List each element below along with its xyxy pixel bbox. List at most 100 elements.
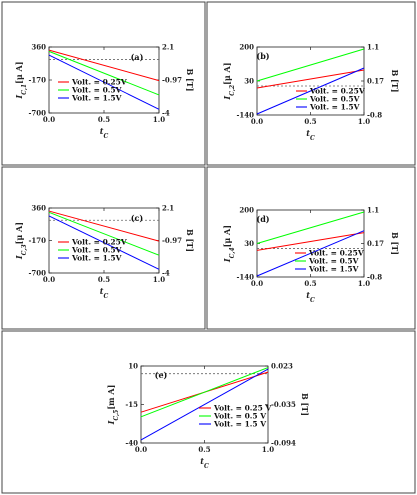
series-line <box>48 50 160 96</box>
series-line <box>140 368 269 441</box>
legend-entry: Volt. = 0.25 V <box>213 404 271 413</box>
panel-label: (d) <box>256 214 269 224</box>
x-tick-label: 0.5 <box>304 279 316 288</box>
panel-label: (e) <box>155 370 168 380</box>
y-axis-label: IC,2[μ A] <box>222 62 236 100</box>
y-tick-label: -700 <box>28 269 46 278</box>
series-line <box>48 54 160 110</box>
y2-tick-label: 0.17 <box>367 239 384 248</box>
y-axis-label: IC,4[μ A] <box>222 225 236 263</box>
y2-tick-label: 2.1 <box>162 43 174 52</box>
y2-axis-label: B [T] <box>390 232 400 255</box>
series-line <box>256 48 365 82</box>
y2-tick-label: -4 <box>162 269 170 278</box>
legend-entry: Volt. = 0.25V <box>71 238 127 247</box>
legend-entry: Volt. = 1.5V <box>309 103 360 112</box>
y2-axis-label: B [T] <box>300 393 310 416</box>
chart-panel-b: 0.0 0.5 1.0 200 30 -140 1.1 0.17 -0.8 (b) Volt. = … <box>222 43 400 142</box>
y2-tick-label: 0.17 <box>367 77 384 86</box>
series-line <box>256 232 365 251</box>
panel-label: (b) <box>256 51 269 61</box>
x-tick-label: 0.5 <box>98 115 110 124</box>
chart-panel-e: 0.0 0.5 1.0 10 -15 -40 0.023 -0.035 -0.094 (e) Vol… <box>106 362 310 470</box>
x-axis-label: tC <box>100 286 109 300</box>
y-tick-label: 360 <box>31 43 46 52</box>
legend-entry: Volt. = 1.5 V <box>213 420 266 429</box>
x-tick-label: 0.0 <box>251 279 263 288</box>
panel-label: (a) <box>131 52 144 62</box>
y2-axis-label: B [T] <box>185 229 195 252</box>
series-line <box>256 211 365 244</box>
series-line <box>48 210 160 242</box>
series-line <box>256 230 365 277</box>
x-tick-label: 1.0 <box>153 115 165 124</box>
y2-tick-label: 0.023 <box>271 362 293 371</box>
legend-entry: Volt. = 0.5V <box>308 257 359 266</box>
y-tick-label: -170 <box>28 236 46 245</box>
x-tick-label: 1.0 <box>358 279 370 288</box>
y2-tick-label: -0.094 <box>271 439 296 448</box>
y-tick-label: -170 <box>28 76 46 85</box>
y2-tick-label: 1.1 <box>367 206 379 215</box>
y-tick-label: 360 <box>31 204 46 213</box>
legend-entry: Volt. = 0.5V <box>309 95 360 104</box>
x-tick-label: 1.0 <box>153 275 165 284</box>
series-line <box>256 67 365 115</box>
y2-tick-label: -0.97 <box>162 76 182 85</box>
legend-entry: Volt. = 0.5V <box>71 246 122 255</box>
y-tick-label: 30 <box>244 77 254 86</box>
x-tick-label: 0.5 <box>198 445 210 454</box>
y2-tick-label: -0.8 <box>367 111 382 120</box>
y-tick-label: -40 <box>125 439 138 448</box>
y-axis-label: IC,5[m A] <box>106 385 120 426</box>
x-tick-label: 1.0 <box>262 445 274 454</box>
x-tick-label: 1.0 <box>358 117 370 126</box>
y-tick-label: -140 <box>236 273 254 282</box>
y2-tick-label: -4 <box>162 109 170 118</box>
series-line <box>48 215 160 270</box>
legend-entry: Volt. = 0.5 V <box>213 412 266 421</box>
y2-tick-label: -0.035 <box>271 400 296 409</box>
series-line <box>48 211 160 256</box>
series-line <box>48 49 160 82</box>
legend-entry: Volt. = 0.25V <box>308 249 364 258</box>
y-tick-label: 200 <box>239 206 254 215</box>
chart-panel-a: 0.0 0.5 1.0 360 -170 -700 2.1 -0.97 -4 (a) Volt. =… <box>14 43 195 140</box>
y-tick-label: 30 <box>244 239 254 248</box>
panel-frame <box>1 166 206 330</box>
x-axis-label: tC <box>306 290 315 304</box>
legend-entry: Volt. = 1.5V <box>71 94 122 103</box>
x-tick-label: 0.5 <box>98 275 110 284</box>
x-tick-label: 0.0 <box>251 117 263 126</box>
y-tick-label: -15 <box>125 400 138 409</box>
x-axis-label: tC <box>200 456 209 470</box>
legend-entry: Volt. = 1.5V <box>308 265 359 274</box>
x-axis-label: tC <box>306 128 315 142</box>
y-tick-label: -140 <box>236 111 254 120</box>
x-tick-label: 0.0 <box>43 275 55 284</box>
legend-entry: Volt. = 0.25V <box>309 87 365 96</box>
y2-axis-label: B [T] <box>390 69 400 92</box>
y-tick-label: -700 <box>28 109 46 118</box>
x-tick-label: 0.5 <box>304 117 316 126</box>
series-line <box>140 367 269 418</box>
x-axis-label: tC <box>100 126 109 140</box>
panel-frame <box>206 1 416 166</box>
chart-panel-d: 0.0 0.5 1.0 200 30 -140 1.1 0.17 -0.8 (d) Volt. = … <box>222 206 400 304</box>
y2-axis-label: B [T] <box>185 68 195 91</box>
legend-entry: Volt. = 0.5V <box>71 86 122 95</box>
x-tick-label: 0.0 <box>43 115 55 124</box>
y2-tick-label: 2.1 <box>162 204 174 213</box>
legend-entry: Volt. = 0.25V <box>71 78 127 87</box>
y2-tick-label: -0.97 <box>162 236 182 245</box>
chart-panel-c: 0.0 0.5 1.0 360 -170 -700 2.1 -0.97 -4 (c) Volt. =… <box>14 204 195 300</box>
panel-frame <box>1 1 206 166</box>
panel-frame <box>1 330 416 494</box>
y2-tick-label: 1.1 <box>367 43 379 52</box>
legend-entry: Volt. = 1.5V <box>71 254 122 263</box>
y-axis-label: IC,3[μ A] <box>14 222 28 260</box>
y-tick-label: 200 <box>239 43 254 52</box>
y-axis-label: IC,1[μ A] <box>14 61 28 99</box>
panel-label: (c) <box>131 213 144 223</box>
